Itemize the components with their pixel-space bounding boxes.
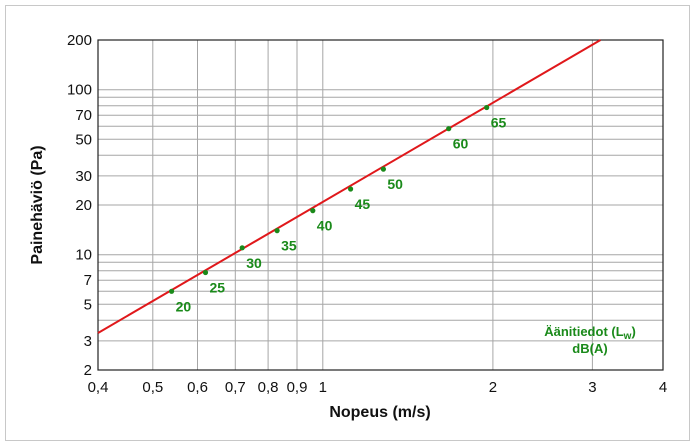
grid-layer <box>98 40 663 370</box>
sound-point <box>274 228 280 234</box>
x-tick-label: 1 <box>319 379 327 396</box>
x-tick-label: 0,9 <box>287 379 308 396</box>
sound-point-label: 60 <box>453 136 469 152</box>
sound-point <box>348 186 354 192</box>
sound-point <box>239 245 245 251</box>
x-tick-label: 0,4 <box>88 379 109 396</box>
legend-line-1: Äänitiedot (Lw) <box>544 324 636 342</box>
y-tick-label: 5 <box>84 296 92 313</box>
x-tick-label: 0,6 <box>187 379 208 396</box>
sound-point-label: 35 <box>281 238 297 254</box>
y-tick-label: 200 <box>67 32 92 49</box>
sound-point <box>169 288 175 294</box>
y-tick-label: 30 <box>75 168 92 185</box>
legend-line-2: dB(A) <box>572 341 607 356</box>
x-tick-label: 0,7 <box>225 379 246 396</box>
x-axis-label: Nopeus (m/s) <box>329 404 430 421</box>
y-axis-label: Painehäviö (Pa) <box>29 145 46 264</box>
chart-frame <box>5 5 690 441</box>
y-tick-labels: 2 3 5 7 10 20 30 50 70 100 200 <box>67 32 92 379</box>
y-tick-label: 20 <box>75 197 92 214</box>
y-tick-label: 50 <box>75 131 92 148</box>
sound-point <box>484 104 490 111</box>
sound-point-label: 30 <box>246 255 262 271</box>
sound-point <box>310 208 316 214</box>
plot-border <box>97 39 664 371</box>
y-tick-label: 3 <box>84 333 92 350</box>
x-tick-label: 0,5 <box>142 379 163 396</box>
sound-point-label: 40 <box>317 218 333 234</box>
pressure-drop-line <box>97 39 602 334</box>
sound-point-label: 20 <box>176 298 192 314</box>
sound-data-points: 20 25 30 35 40 45 50 60 65 <box>169 104 507 314</box>
sound-point-label: 65 <box>491 115 507 131</box>
sound-point <box>380 166 386 172</box>
x-tick-labels: 0,4 0,5 0,6 0,7 0,8 0,9 1 2 3 4 <box>88 379 668 396</box>
y-tick-label: 7 <box>84 272 92 289</box>
sound-point <box>202 269 209 276</box>
y-tick-label: 2 <box>84 362 92 379</box>
y-tick-label: 70 <box>75 107 92 124</box>
x-tick-label: 0,8 <box>258 379 279 396</box>
y-tick-label: 10 <box>75 247 92 264</box>
x-tick-label: 3 <box>588 379 596 396</box>
x-tick-label: 4 <box>659 379 667 396</box>
sound-point-label: 25 <box>210 280 226 296</box>
y-tick-label: 100 <box>67 82 92 99</box>
sound-point <box>446 126 452 132</box>
sound-point-label: 45 <box>355 196 371 212</box>
x-tick-label: 2 <box>489 379 497 396</box>
sound-point-label: 50 <box>387 176 403 192</box>
